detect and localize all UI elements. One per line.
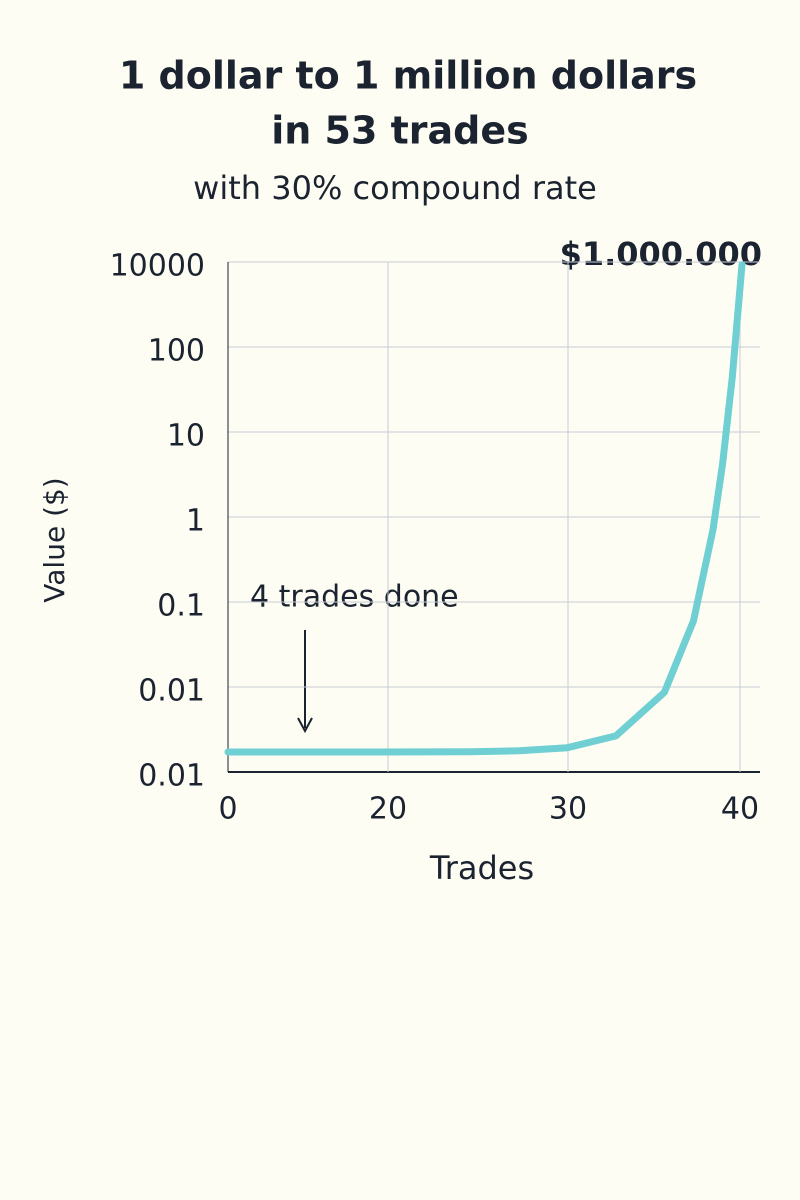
y-tick-label: 0.01 [138, 674, 205, 709]
x-axis-label: Trades [429, 849, 534, 887]
y-tick-label: 10000 [110, 249, 205, 284]
y-tick-label: 10 [167, 419, 205, 454]
chart-title: in 53 trades [271, 109, 529, 153]
arrow-head [297, 717, 313, 734]
y-tick-label: 100 [148, 334, 205, 369]
annotation: 4 trades done [250, 580, 459, 615]
annotation: $1.000.000 [560, 235, 762, 273]
y-tick-label: 0.01 [138, 759, 205, 794]
x-tick-label: 20 [369, 792, 407, 827]
chart-title: 1 dollar to 1 million dollars [119, 54, 697, 98]
line [224, 261, 746, 756]
y-tick-label: 1 [186, 504, 205, 539]
y-tick-label: 0.1 [157, 589, 205, 624]
x-tick-label: 30 [549, 792, 587, 827]
x-tick-label: 40 [721, 792, 759, 827]
chart-subtitle: with 30% compound rate [193, 169, 597, 207]
x-tick-label: 0 [218, 792, 237, 827]
y-axis-label: Value ($) [38, 477, 71, 602]
